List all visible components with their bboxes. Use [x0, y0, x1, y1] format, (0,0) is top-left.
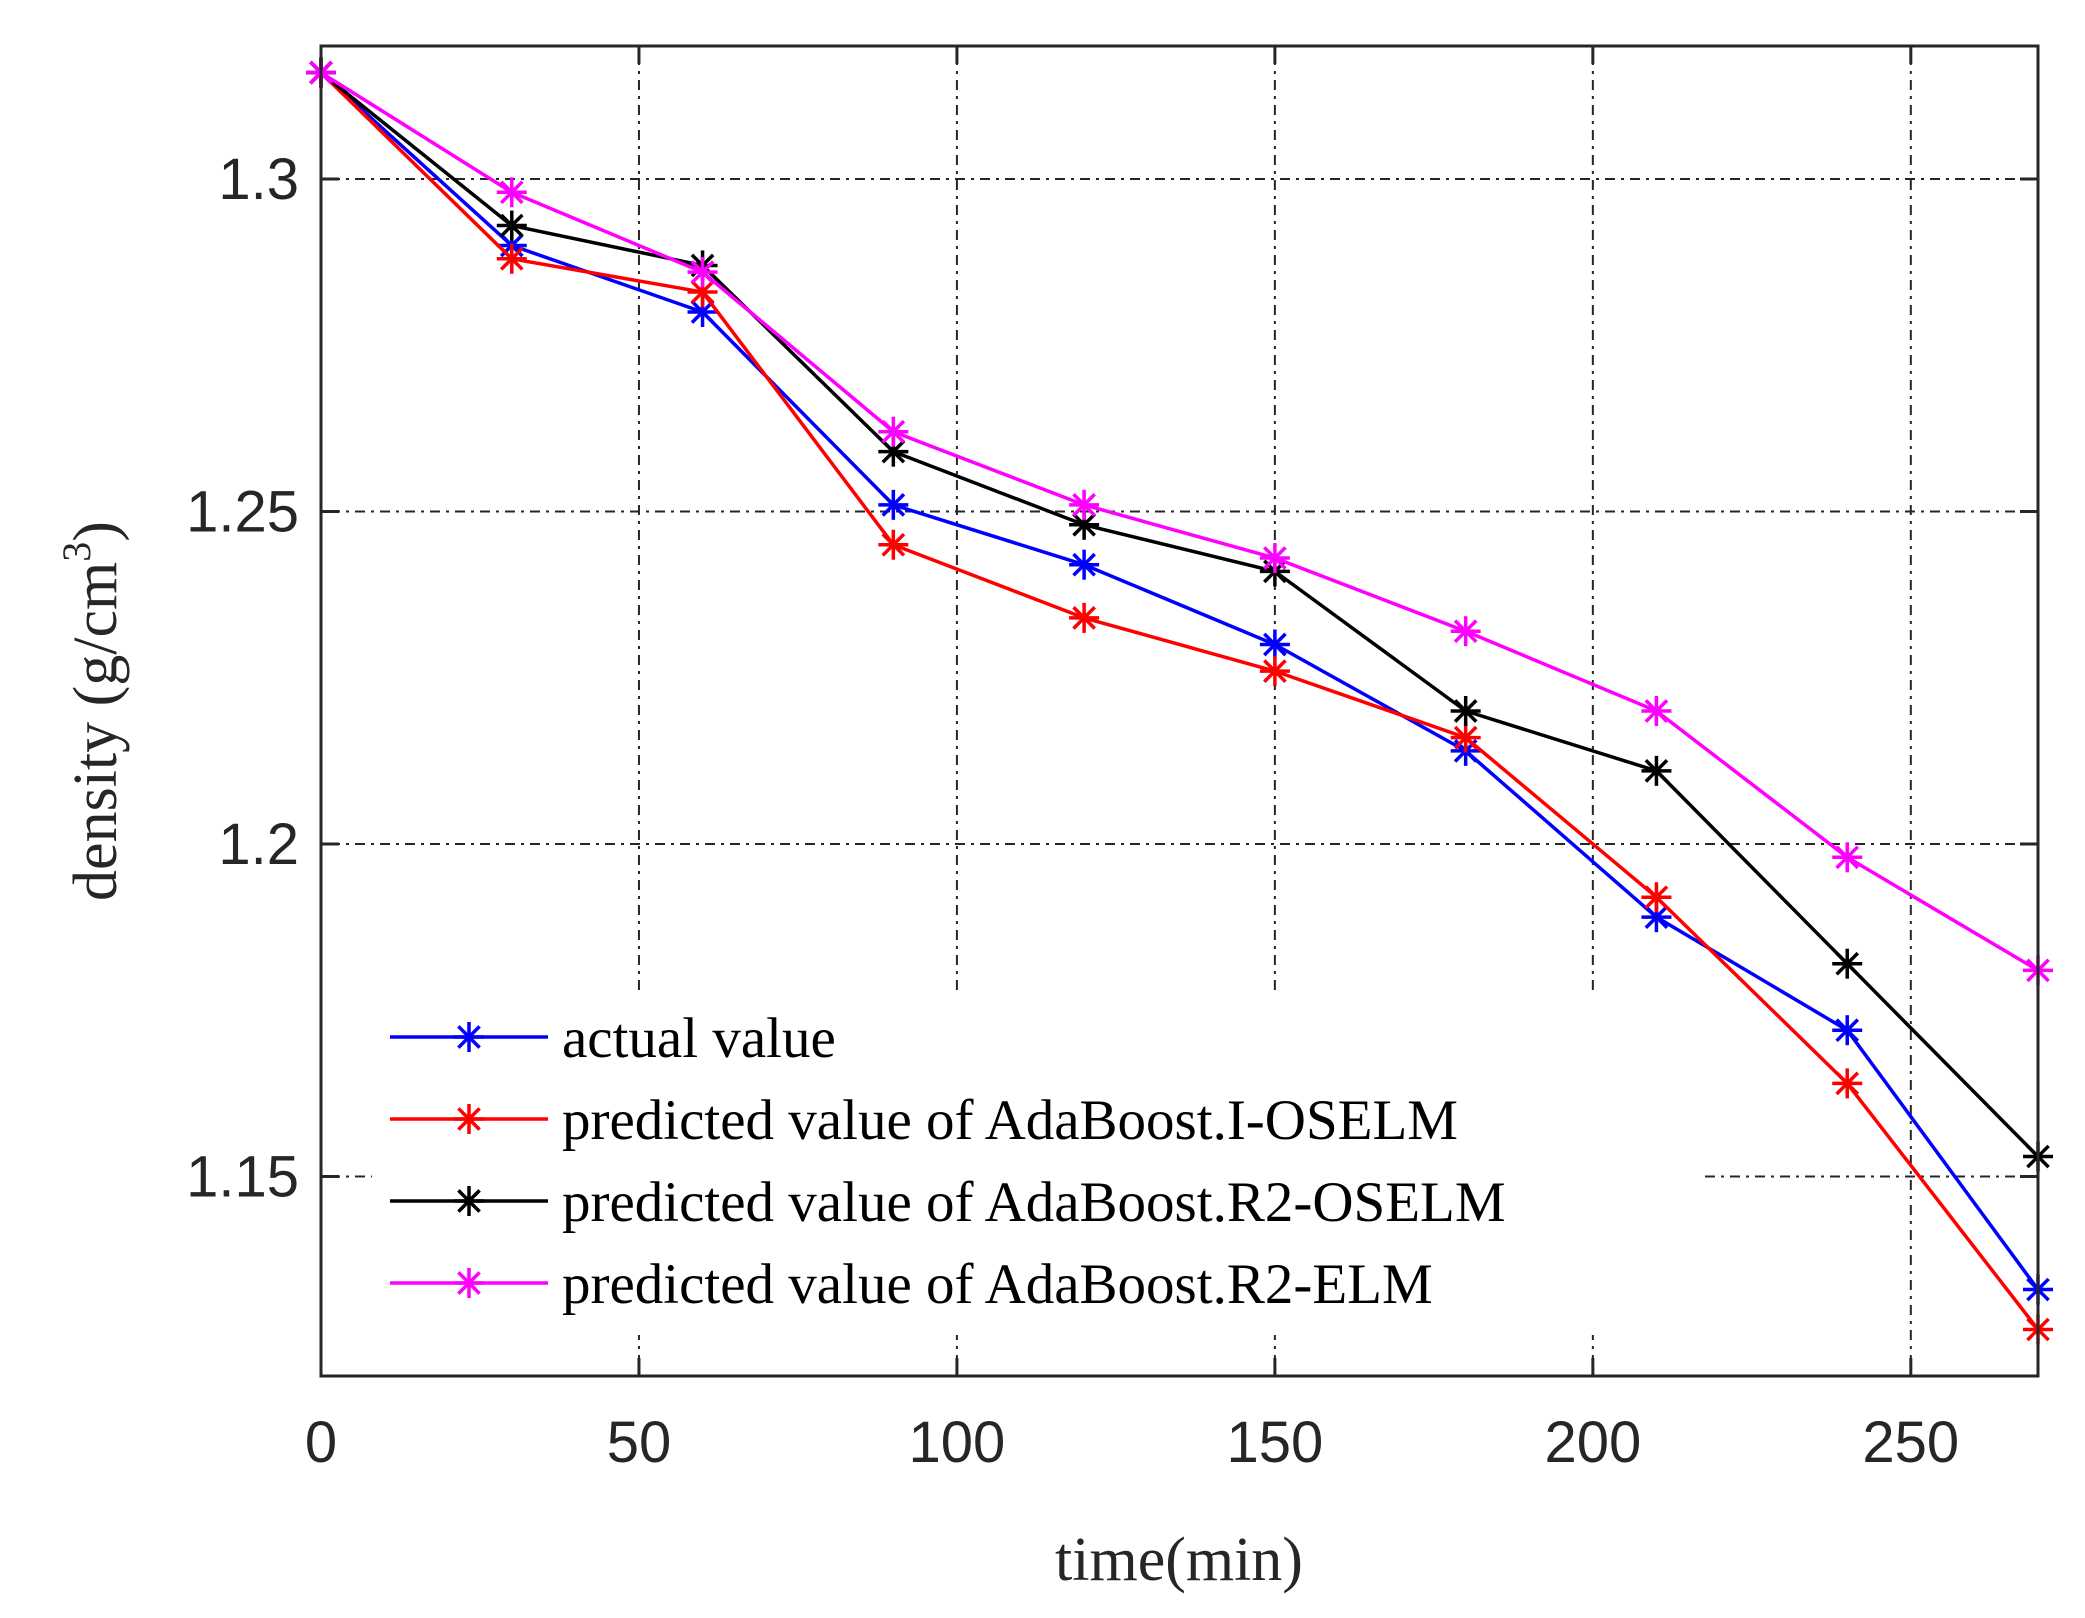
series-line: [320, 71, 2039, 972]
data-point: [1832, 948, 1863, 979]
legend-entry: actual value: [390, 1007, 836, 1070]
legend-marker: [454, 1186, 484, 1216]
data-point: [1450, 696, 1481, 726]
data-point: [496, 177, 527, 208]
y-axis-title-close: ): [62, 521, 130, 542]
legend-entry: predicted value of AdaBoost.R2-OSELM: [390, 1171, 1506, 1234]
y-axis-title: density (g/cm3): [54, 521, 130, 901]
legend-entry: predicted value of AdaBoost.R2-ELM: [390, 1253, 1433, 1316]
data-point: [1069, 489, 1100, 520]
x-tick-label: 50: [607, 1410, 672, 1475]
data-point: [496, 210, 527, 241]
data-point: [687, 277, 718, 308]
legend-entry: predicted value of AdaBoost.I-OSELM: [390, 1089, 1458, 1152]
legend-marker: [454, 1268, 484, 1298]
data-point: [1069, 549, 1100, 580]
y-tick-label: 1.15: [186, 1145, 299, 1210]
x-tick-label: 200: [1544, 1410, 1641, 1475]
plot-area-frame: [319, 44, 2040, 1378]
data-point: [878, 489, 909, 520]
series-3: [306, 57, 2053, 1172]
series-layer: [306, 57, 2053, 1345]
legend-label: predicted value of AdaBoost.R2-OSELM: [562, 1171, 1506, 1234]
x-tick-label: 100: [909, 1410, 1006, 1475]
y-tick-label: 1.25: [186, 480, 299, 545]
data-point: [1641, 902, 1672, 933]
series-line: [319, 71, 2040, 1158]
data-point: [1259, 629, 1290, 660]
data-point: [1259, 656, 1290, 687]
data-point: [1450, 722, 1481, 753]
data-point: [1832, 1015, 1863, 1046]
x-axis-title: time(min): [1055, 1526, 1303, 1594]
data-point: [1832, 1068, 1863, 1099]
y-axis-title-main: density (g/cm: [62, 562, 130, 901]
data-point: [1069, 602, 1100, 633]
legend-background: [372, 995, 1702, 1335]
data-point: [1259, 543, 1290, 574]
data-point: [687, 257, 718, 288]
legend-label: actual value: [562, 1007, 836, 1070]
axes: 0 50 100 150 200 250 1.15 1.2 1.25 1.3: [186, 46, 2038, 1475]
data-point: [1450, 616, 1481, 647]
x-tick-label: 150: [1226, 1410, 1323, 1475]
data-point: [1832, 842, 1863, 873]
x-tick-label: 250: [1862, 1410, 1959, 1475]
data-point: [878, 529, 909, 560]
data-point: [1641, 755, 1672, 786]
legend-label: predicted value of AdaBoost.I-OSELM: [562, 1089, 1458, 1152]
legend: actual value predicted value of AdaBoost.…: [372, 995, 1702, 1335]
y-tick-label: 1.2: [218, 812, 299, 877]
legend-label: predicted value of AdaBoost.R2-ELM: [562, 1253, 1433, 1316]
data-point: [1641, 882, 1672, 913]
y-axis-title-superscript: 3: [54, 542, 99, 562]
y-tick-label: 1.3: [218, 147, 299, 212]
data-point: [878, 416, 909, 447]
data-point: [496, 243, 527, 274]
x-tick-label: 0: [305, 1410, 337, 1475]
data-point: [1641, 696, 1672, 726]
legend-marker: [454, 1022, 484, 1052]
series-line: [319, 71, 2040, 1291]
series-line: [319, 71, 2040, 1331]
legend-marker: [454, 1104, 484, 1134]
